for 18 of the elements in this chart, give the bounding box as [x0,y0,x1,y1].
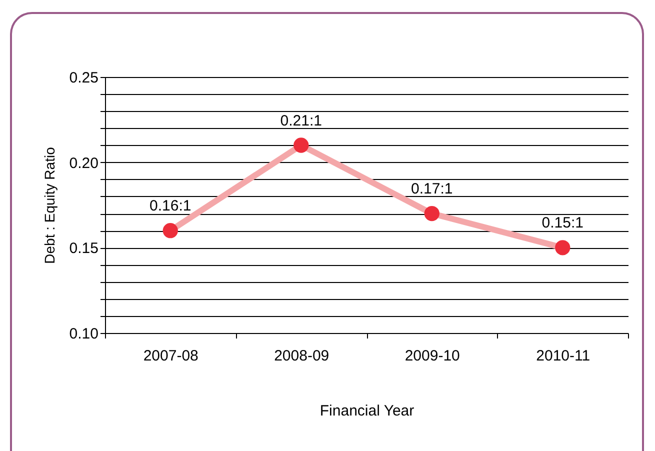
data-label: 0.16:1 [150,198,192,215]
point [162,223,178,238]
x-tick-label: 2008-09 [274,348,330,364]
data-label: 0.17:1 [411,180,453,198]
x-axis-title: Financial Year [320,402,414,420]
x-tick-label: 2009-10 [404,348,460,364]
y-tick-label: 0.20 [69,154,98,172]
data-label: 0.15:1 [542,214,584,232]
y-tick-label: 0.10 [69,326,98,342]
y-axis-title: Debt : Equity Ratio [41,146,58,264]
data-label: 0.21:1 [280,112,322,130]
point [294,138,309,153]
x-tick-label: 2007-08 [143,348,198,364]
x-tick-label: 2010-11 [536,348,590,364]
point [555,240,570,256]
y-tick-label: 0.15 [69,240,98,258]
point [424,206,440,222]
y-tick-label: 0.25 [69,70,98,86]
